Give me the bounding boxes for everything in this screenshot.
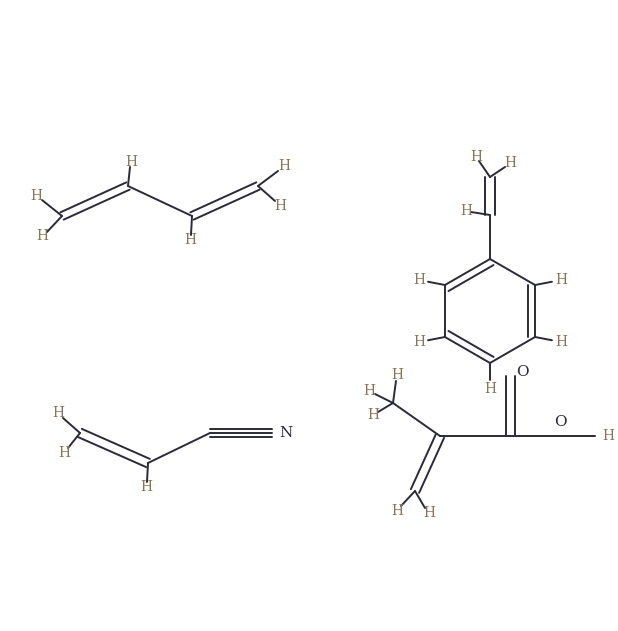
Text: H: H [125, 155, 137, 169]
Text: H: H [470, 150, 482, 164]
Text: H: H [423, 506, 435, 520]
Text: H: H [184, 233, 196, 247]
Text: H: H [367, 408, 379, 422]
Text: H: H [504, 156, 516, 170]
Text: H: H [278, 159, 290, 173]
Text: O: O [515, 365, 528, 379]
Text: H: H [413, 273, 425, 287]
Text: H: H [58, 446, 70, 460]
Text: H: H [140, 480, 152, 494]
Text: H: H [460, 204, 472, 218]
Text: H: H [413, 335, 425, 349]
Text: H: H [391, 368, 403, 382]
Text: H: H [602, 429, 614, 443]
Text: N: N [279, 426, 293, 440]
Text: H: H [555, 335, 567, 349]
Text: H: H [30, 189, 42, 203]
Text: H: H [274, 199, 286, 213]
Text: H: H [36, 229, 48, 243]
Text: H: H [555, 273, 567, 287]
Text: O: O [554, 415, 566, 429]
Text: H: H [363, 384, 375, 398]
Text: H: H [52, 406, 64, 420]
Text: H: H [484, 382, 496, 396]
Text: H: H [391, 504, 403, 518]
